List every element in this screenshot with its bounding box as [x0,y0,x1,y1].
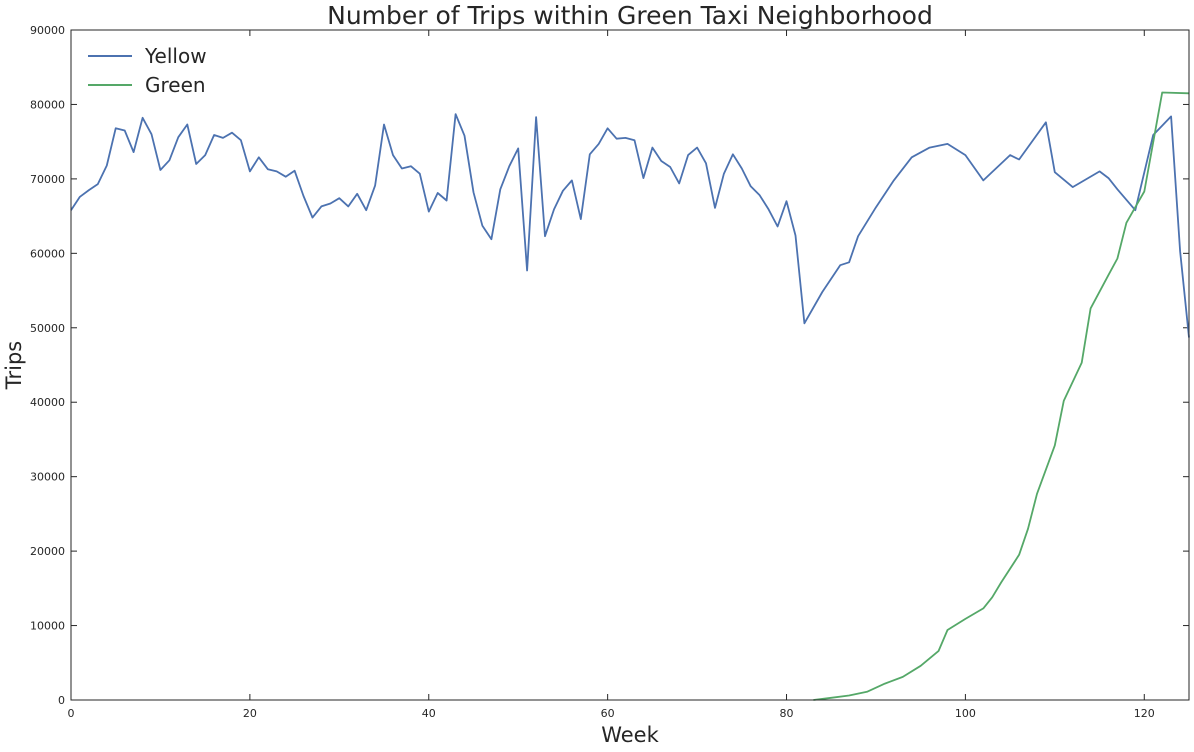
y-tick-label: 10000 [30,620,65,633]
x-tick-label: 20 [243,707,257,720]
x-tick-label: 0 [68,707,75,720]
x-tick-label: 40 [422,707,436,720]
y-tick-label: 50000 [30,322,65,335]
labels-layer: 0 20 40 60 80 100 120 0 10000 20000 30000 40000 5000… [30,24,1155,720]
x-axis-label: Week [601,723,659,747]
chart-title: Number of Trips within Green Taxi Neighb… [327,1,933,30]
y-tick-label: 70000 [30,173,65,186]
series-line-yellow [70,113,1190,338]
series-line-green [813,91,1190,701]
x-tick-label: 60 [601,707,615,720]
y-tick-label: 60000 [30,247,65,260]
y-tick-label: 20000 [30,545,65,558]
x-tick-label: 80 [780,707,794,720]
y-tick-label: 80000 [30,98,65,111]
y-tick-label: 40000 [30,396,65,409]
plot-background [71,30,1189,700]
ticks-layer [70,29,1189,701]
x-tick-label: 100 [955,707,976,720]
x-tick-label: 120 [1134,707,1155,720]
series-layer [70,91,1190,701]
plot-frame [70,29,1190,701]
y-tick-label: 0 [58,694,65,707]
y-tick-label: 30000 [30,471,65,484]
legend-label-yellow: Yellow [144,44,207,68]
y-axis-label: Trips [2,341,26,390]
y-tick-label: 90000 [30,24,65,37]
legend-label-green: Green [145,73,206,97]
legend: Yellow Green [88,44,207,97]
